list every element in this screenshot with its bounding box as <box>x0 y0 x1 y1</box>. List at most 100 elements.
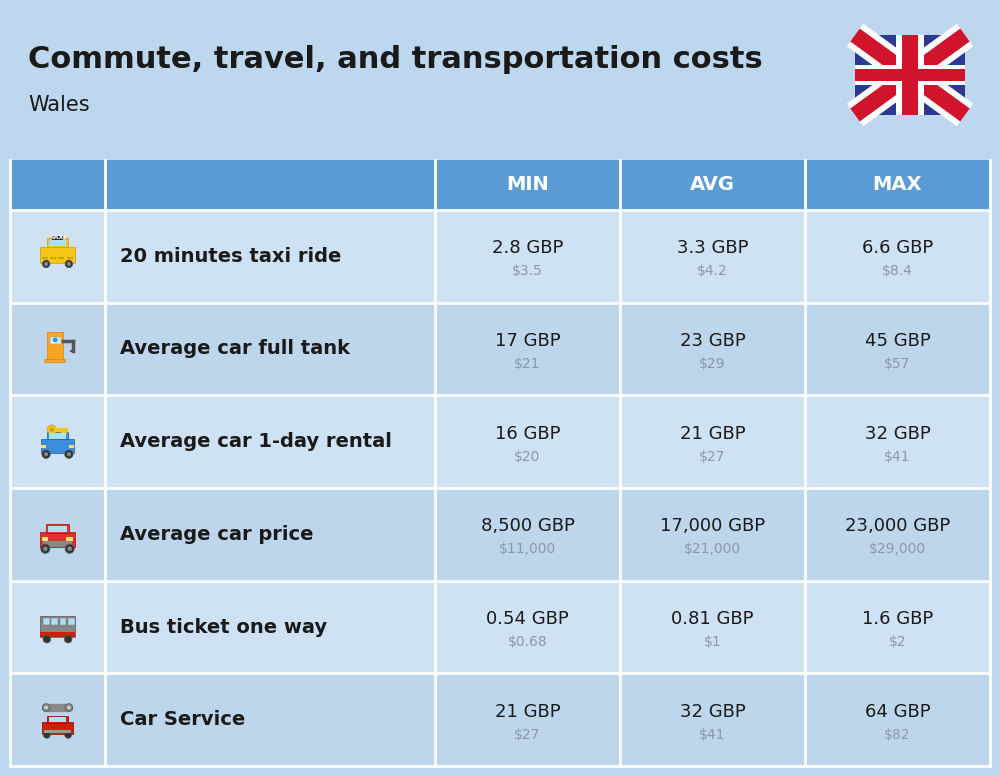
Text: 23 GBP: 23 GBP <box>680 332 745 350</box>
Text: 45 GBP: 45 GBP <box>865 332 930 350</box>
Text: TAXI: TAXI <box>50 235 65 241</box>
Bar <box>44 359 65 362</box>
Text: 23,000 GBP: 23,000 GBP <box>845 518 950 535</box>
Text: 6.6 GBP: 6.6 GBP <box>862 239 933 258</box>
Text: 0.81 GBP: 0.81 GBP <box>671 610 754 628</box>
Bar <box>40 615 75 636</box>
Text: 21 GBP: 21 GBP <box>495 702 560 721</box>
Bar <box>47 332 63 359</box>
Text: 32 GBP: 32 GBP <box>680 702 745 721</box>
Circle shape <box>44 705 48 709</box>
Bar <box>58 257 64 259</box>
Circle shape <box>65 732 72 738</box>
Text: 21 GBP: 21 GBP <box>680 424 745 442</box>
Text: $21,000: $21,000 <box>684 542 741 556</box>
Bar <box>40 247 75 263</box>
Text: $4.2: $4.2 <box>697 265 728 279</box>
Bar <box>41 445 46 448</box>
Text: $11,000: $11,000 <box>499 542 556 556</box>
Bar <box>67 257 73 259</box>
Circle shape <box>44 262 48 266</box>
Bar <box>10 488 990 580</box>
Circle shape <box>47 425 56 434</box>
Text: $29: $29 <box>699 357 726 371</box>
Text: $82: $82 <box>884 728 911 742</box>
Circle shape <box>53 338 58 342</box>
Text: $41: $41 <box>699 728 726 742</box>
Circle shape <box>42 260 50 268</box>
Circle shape <box>42 704 50 712</box>
Text: MIN: MIN <box>506 175 549 195</box>
Bar <box>10 395 990 488</box>
Bar <box>40 532 75 547</box>
Bar <box>52 236 63 240</box>
Circle shape <box>41 544 50 553</box>
Bar <box>42 260 48 263</box>
Bar <box>855 65 965 85</box>
Bar <box>51 618 58 625</box>
Bar <box>50 257 56 259</box>
Bar <box>855 69 965 81</box>
Text: 0.54 GBP: 0.54 GBP <box>486 610 569 628</box>
Text: $20: $20 <box>514 449 541 464</box>
Circle shape <box>43 546 48 551</box>
Text: $3.5: $3.5 <box>512 265 543 279</box>
Bar <box>902 35 918 115</box>
Text: Commute, travel, and transportation costs: Commute, travel, and transportation cost… <box>28 45 763 74</box>
Circle shape <box>44 452 48 456</box>
Bar <box>10 580 990 674</box>
Bar <box>68 618 75 625</box>
Text: 17,000 GBP: 17,000 GBP <box>660 518 765 535</box>
Text: 17 GBP: 17 GBP <box>495 332 560 350</box>
Circle shape <box>43 732 50 738</box>
Text: $41: $41 <box>884 449 911 464</box>
Text: Wales: Wales <box>28 95 90 115</box>
Bar <box>70 350 75 352</box>
Bar <box>48 526 67 532</box>
Text: $1: $1 <box>704 635 721 649</box>
Bar <box>60 618 66 625</box>
Text: $8.4: $8.4 <box>882 265 913 279</box>
Circle shape <box>43 636 51 643</box>
Text: $57: $57 <box>884 357 911 371</box>
Bar <box>47 238 68 248</box>
Bar <box>42 537 48 541</box>
Text: 2.8 GBP: 2.8 GBP <box>492 239 563 258</box>
Text: 32 GBP: 32 GBP <box>865 424 930 442</box>
Bar <box>896 35 924 115</box>
Bar <box>43 541 72 547</box>
Circle shape <box>67 452 71 456</box>
Text: MAX: MAX <box>873 175 922 195</box>
Bar <box>42 257 48 259</box>
Bar <box>42 722 73 734</box>
Bar <box>49 433 66 438</box>
Text: Average car price: Average car price <box>120 525 314 544</box>
Circle shape <box>67 546 72 551</box>
Text: $27: $27 <box>514 728 541 742</box>
Text: Average car 1-day rental: Average car 1-day rental <box>120 432 392 451</box>
Text: $29,000: $29,000 <box>869 542 926 556</box>
Text: 20 minutes taxi ride: 20 minutes taxi ride <box>120 247 341 266</box>
Text: 3.3 GBP: 3.3 GBP <box>677 239 748 258</box>
Bar <box>10 210 990 303</box>
Bar <box>49 240 66 247</box>
Bar <box>41 438 74 453</box>
Bar <box>67 260 73 263</box>
Text: $21: $21 <box>514 357 541 371</box>
Text: Bus ticket one way: Bus ticket one way <box>120 618 327 636</box>
Bar <box>49 717 66 722</box>
Text: 64 GBP: 64 GBP <box>865 702 930 721</box>
Bar <box>47 716 68 722</box>
Circle shape <box>65 260 73 268</box>
Bar <box>47 431 68 439</box>
Bar <box>50 337 61 345</box>
Bar <box>43 618 50 625</box>
Text: 8,500 GBP: 8,500 GBP <box>481 518 574 535</box>
Text: $27: $27 <box>699 449 726 464</box>
Text: 16 GBP: 16 GBP <box>495 424 560 442</box>
Bar <box>10 160 990 210</box>
Bar <box>10 303 990 395</box>
Circle shape <box>64 636 72 643</box>
Text: $2: $2 <box>889 635 906 649</box>
Bar <box>66 537 73 541</box>
